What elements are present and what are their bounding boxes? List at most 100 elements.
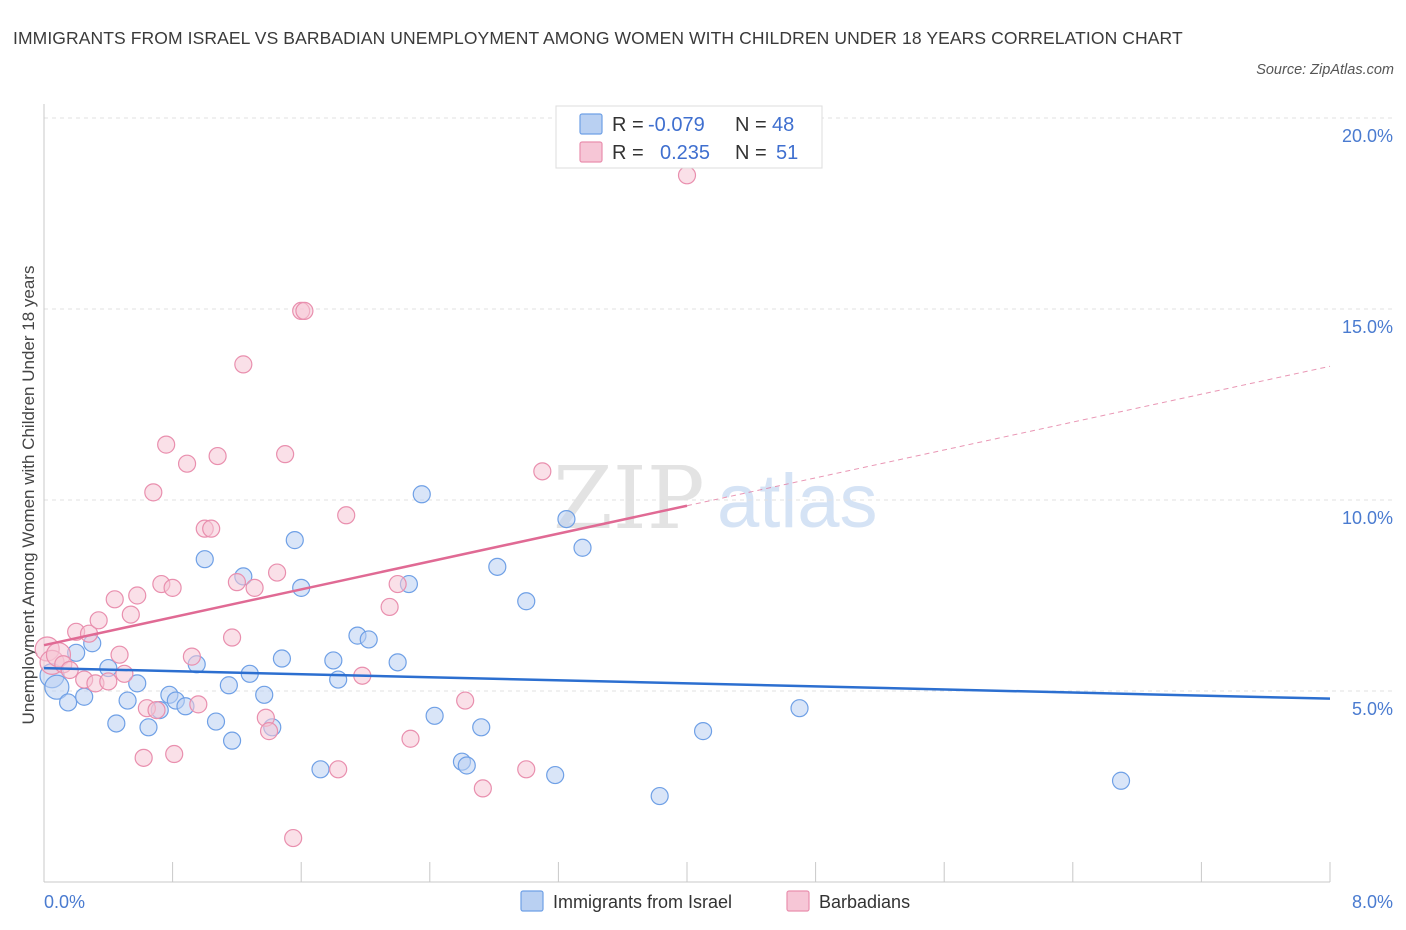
point-barbadians-45: [388, 574, 407, 594]
point-barbadians-10: [99, 672, 118, 691]
point-barbadians-29: [208, 446, 227, 466]
point-israel-4: [75, 687, 94, 706]
chart-title: IMMIGRANTS FROM ISRAEL VS BARBADIAN UNEM…: [13, 28, 1183, 48]
x-tick-label-min: 0.0%: [44, 892, 85, 912]
y-tick-label-0: 5.0%: [1352, 699, 1393, 719]
axes: [43, 104, 1331, 883]
point-barbadians-49: [517, 760, 536, 779]
point-israel-42: [557, 509, 576, 529]
source-credit: Source: ZipAtlas.com: [1256, 62, 1394, 78]
point-israel-41: [546, 765, 565, 785]
trend-extension-barbadians: [686, 365, 1331, 507]
point-barbadians-37: [276, 445, 295, 464]
point-israel-46: [790, 699, 809, 718]
point-barbadians-38: [284, 828, 303, 848]
point-israel-29: [329, 670, 348, 689]
point-israel-9: [128, 674, 147, 693]
point-barbadians-9: [89, 611, 108, 630]
point-barbadians-35: [259, 722, 279, 741]
legend-n-value-barbadians: 51: [776, 142, 798, 164]
point-israel-19: [222, 731, 242, 750]
point-israel-22: [255, 685, 274, 704]
point-barbadians-46: [401, 729, 420, 748]
point-barbadians-26: [189, 695, 208, 714]
legend-n-value-israel: 48: [772, 114, 794, 136]
point-barbadians-50: [533, 462, 552, 481]
point-barbadians-40: [295, 301, 314, 321]
point-israel-17: [206, 712, 226, 731]
point-israel-25: [285, 531, 304, 550]
point-barbadians-31: [227, 573, 246, 592]
point-barbadians-28: [202, 519, 221, 538]
point-barbadians-32: [234, 355, 253, 374]
point-israel-1: [44, 674, 70, 700]
legend-n-label-israel: N =: [735, 114, 767, 136]
point-israel-35: [425, 706, 444, 725]
point-barbadians-15: [128, 586, 147, 605]
point-barbadians-36: [267, 563, 287, 582]
point-israel-39: [488, 557, 507, 576]
point-barbadians-42: [337, 506, 356, 525]
point-israel-44: [650, 786, 669, 806]
legend-label-israel: Immigrants from Israel: [553, 892, 732, 912]
point-barbadians-33: [245, 578, 264, 597]
point-israel-31: [359, 630, 378, 649]
point-israel-8: [118, 691, 137, 710]
legend-label-barbadians: Barbadians: [819, 892, 910, 912]
y-tick-label-1: 10.0%: [1342, 508, 1393, 528]
data-points: [34, 166, 1131, 848]
legend-swatch-barbadians-bottom: [786, 890, 810, 912]
point-israel-38: [472, 718, 491, 737]
point-barbadians-44: [380, 597, 399, 617]
series-legend: Immigrants from Israel Barbadians: [520, 890, 910, 912]
y-tick-label-3: 20.0%: [1342, 126, 1393, 146]
legend-swatch-barbadians: [579, 141, 603, 163]
y-tick-labels: 5.0% 10.0% 15.0% 20.0%: [1342, 126, 1393, 719]
point-israel-32: [388, 653, 407, 672]
point-israel-18: [219, 676, 238, 695]
trend-line-barbadians: [43, 504, 688, 647]
y-tick-label-2: 15.0%: [1342, 317, 1393, 337]
point-israel-45: [693, 722, 713, 741]
watermark-zip: ZIP: [553, 449, 705, 549]
point-israel-43: [573, 538, 592, 557]
point-barbadians-30: [222, 628, 242, 647]
legend-r-value-israel: -0.079: [648, 114, 705, 136]
point-barbadians-18: [144, 483, 163, 502]
point-israel-7: [107, 714, 126, 733]
point-barbadians-13: [115, 664, 134, 683]
legend-r-value-barbadians: 0.235: [660, 142, 710, 164]
trend-line-israel: [43, 666, 1331, 700]
x-tick-label-max: 8.0%: [1352, 892, 1393, 912]
point-barbadians-16: [134, 748, 153, 767]
point-israel-28: [324, 651, 343, 670]
point-israel-2: [59, 693, 78, 712]
point-israel-34: [412, 485, 431, 504]
gridlines: [44, 117, 1392, 692]
point-barbadians-41: [329, 760, 348, 779]
point-israel-10: [139, 718, 158, 737]
point-barbadians-19: [147, 700, 166, 720]
point-barbadians-22: [163, 578, 182, 597]
point-israel-40: [517, 592, 536, 611]
legend-r-label-barbadians: R =: [612, 142, 644, 164]
correlation-legend: R = -0.079 N = 48 R = 0.235 N = 51: [555, 105, 823, 169]
legend-swatch-israel-bottom: [520, 890, 544, 912]
point-israel-37: [457, 756, 476, 775]
trend-lines: [43, 365, 1331, 700]
point-israel-24: [272, 649, 292, 668]
legend-n-label-barbadians: N =: [735, 142, 767, 164]
point-israel-27: [311, 760, 330, 779]
point-israel-47: [1111, 771, 1131, 790]
point-barbadians-12: [110, 645, 129, 664]
point-barbadians-23: [165, 744, 184, 764]
y-axis-label: Unemployment Among Women with Children U…: [19, 266, 38, 725]
point-barbadians-47: [456, 691, 475, 710]
point-barbadians-24: [177, 454, 197, 473]
legend-r-label-israel: R =: [612, 114, 644, 136]
point-barbadians-25: [182, 647, 201, 666]
point-barbadians-21: [157, 435, 176, 454]
legend-swatch-israel: [579, 113, 603, 135]
point-barbadians-48: [473, 779, 492, 798]
